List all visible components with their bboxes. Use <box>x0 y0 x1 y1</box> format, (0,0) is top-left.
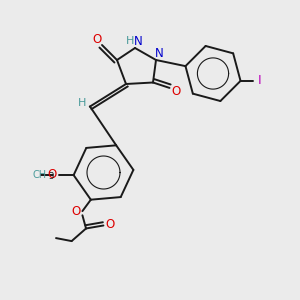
Text: N: N <box>154 47 164 60</box>
Text: O: O <box>172 85 181 98</box>
Text: N: N <box>134 35 143 48</box>
Text: H: H <box>126 36 135 46</box>
Text: CH: CH <box>33 170 47 180</box>
Text: H: H <box>77 98 86 108</box>
Text: O: O <box>105 218 115 231</box>
Text: O: O <box>47 168 57 181</box>
Text: 3: 3 <box>48 172 53 181</box>
Text: I: I <box>257 74 261 87</box>
Text: O: O <box>72 205 81 218</box>
Text: O: O <box>92 33 101 46</box>
